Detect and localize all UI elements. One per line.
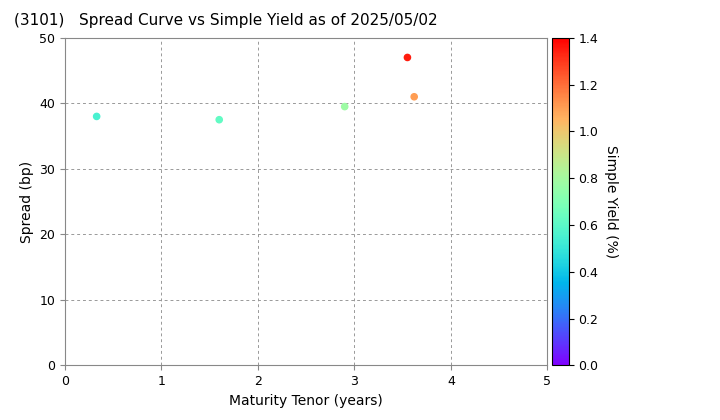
Point — [408, 93, 420, 100]
Point — [339, 103, 351, 110]
Text: (3101)   Spread Curve vs Simple Yield as of 2025/05/02: (3101) Spread Curve vs Simple Yield as o… — [14, 13, 438, 28]
X-axis label: Maturity Tenor (years): Maturity Tenor (years) — [229, 394, 383, 408]
Point — [213, 116, 225, 123]
Y-axis label: Simple Yield (%): Simple Yield (%) — [604, 145, 618, 258]
Point — [402, 54, 413, 61]
Y-axis label: Spread (bp): Spread (bp) — [19, 160, 34, 243]
Point — [91, 113, 102, 120]
